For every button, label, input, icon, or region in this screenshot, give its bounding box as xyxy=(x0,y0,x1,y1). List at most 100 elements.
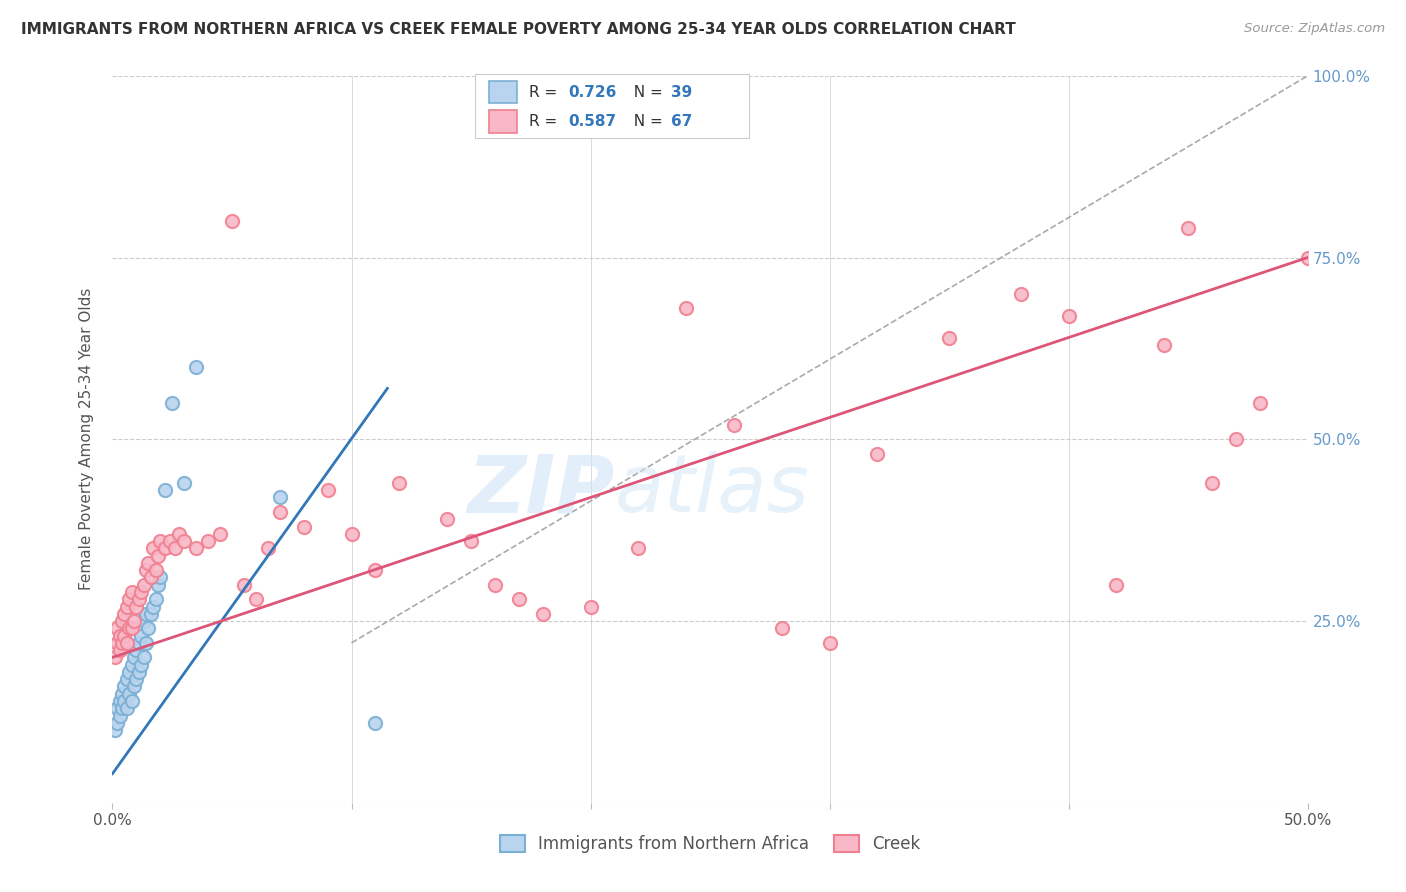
Point xyxy=(125,599,148,614)
Point xyxy=(770,621,793,635)
Text: N =: N = xyxy=(624,85,668,100)
Point xyxy=(128,636,150,650)
Point xyxy=(146,578,169,592)
Point xyxy=(149,534,172,549)
Point xyxy=(121,657,143,672)
Point xyxy=(159,534,181,549)
Text: 67: 67 xyxy=(671,114,692,129)
Point xyxy=(132,650,155,665)
Text: N =: N = xyxy=(624,114,668,129)
Point xyxy=(531,607,554,621)
Point xyxy=(221,214,243,228)
Text: 0.587: 0.587 xyxy=(568,114,616,129)
Point xyxy=(139,570,162,584)
Point xyxy=(132,578,155,592)
Text: 0.726: 0.726 xyxy=(568,85,616,100)
Point xyxy=(135,563,157,577)
Point xyxy=(138,556,160,570)
Point xyxy=(121,621,143,635)
Point xyxy=(508,592,530,607)
Point xyxy=(118,592,141,607)
Point xyxy=(135,607,157,621)
Point xyxy=(1249,396,1271,410)
Point xyxy=(460,534,482,549)
Point xyxy=(128,592,150,607)
Point xyxy=(122,680,145,694)
Point xyxy=(1057,309,1080,323)
Point xyxy=(115,636,138,650)
Point xyxy=(818,636,841,650)
Point xyxy=(114,680,135,694)
Point xyxy=(121,585,143,599)
Point xyxy=(1225,432,1247,446)
Y-axis label: Female Poverty Among 25-34 Year Olds: Female Poverty Among 25-34 Year Olds xyxy=(79,288,94,591)
Point xyxy=(139,607,162,621)
Point xyxy=(1296,251,1319,265)
Point xyxy=(105,715,128,730)
Point xyxy=(675,301,697,316)
Point xyxy=(129,629,152,643)
Point xyxy=(108,643,131,657)
Point xyxy=(233,578,256,592)
Point xyxy=(173,534,195,549)
Point xyxy=(257,541,280,556)
Point xyxy=(269,491,291,505)
Point xyxy=(118,665,141,679)
Legend: Immigrants from Northern Africa, Creek: Immigrants from Northern Africa, Creek xyxy=(494,829,927,860)
Point xyxy=(245,592,267,607)
Point xyxy=(118,687,141,701)
Point xyxy=(114,629,135,643)
Point xyxy=(209,526,232,541)
Point xyxy=(138,621,160,635)
Text: R =: R = xyxy=(529,114,562,129)
Point xyxy=(108,694,131,708)
Point xyxy=(114,694,135,708)
Point xyxy=(149,570,172,584)
Point xyxy=(340,526,363,541)
Point xyxy=(627,541,650,556)
Point xyxy=(316,483,339,498)
Point xyxy=(115,599,138,614)
Point xyxy=(197,534,219,549)
Point xyxy=(153,483,176,498)
Text: ZIP: ZIP xyxy=(467,451,614,529)
Point xyxy=(579,599,602,614)
Point xyxy=(129,657,152,672)
Point xyxy=(111,614,134,628)
Point xyxy=(269,505,291,519)
Text: Source: ZipAtlas.com: Source: ZipAtlas.com xyxy=(1244,22,1385,36)
Point xyxy=(1201,475,1223,490)
Point xyxy=(1010,287,1032,301)
Point xyxy=(105,701,128,715)
Point xyxy=(122,614,145,628)
Point xyxy=(723,417,745,432)
Point xyxy=(484,578,506,592)
Point xyxy=(104,650,127,665)
Point xyxy=(111,636,134,650)
Point xyxy=(388,475,411,490)
Point xyxy=(142,541,165,556)
Point xyxy=(146,549,169,563)
Point xyxy=(128,665,150,679)
Text: R =: R = xyxy=(529,85,562,100)
Point xyxy=(436,512,458,526)
Point xyxy=(105,636,128,650)
Point xyxy=(1177,221,1199,235)
Point xyxy=(145,563,167,577)
Point xyxy=(105,621,128,635)
Point xyxy=(292,519,315,533)
Point xyxy=(364,715,387,730)
Point xyxy=(121,694,143,708)
Point xyxy=(1153,338,1175,352)
Text: IMMIGRANTS FROM NORTHERN AFRICA VS CREEK FEMALE POVERTY AMONG 25-34 YEAR OLDS CO: IMMIGRANTS FROM NORTHERN AFRICA VS CREEK… xyxy=(21,22,1017,37)
Point xyxy=(173,475,195,490)
Point xyxy=(163,541,186,556)
Point xyxy=(114,607,135,621)
Point xyxy=(115,701,138,715)
Point xyxy=(125,672,148,686)
Text: 39: 39 xyxy=(671,85,692,100)
Point xyxy=(135,636,157,650)
Text: atlas: atlas xyxy=(614,451,810,529)
Point xyxy=(115,672,138,686)
Point xyxy=(153,541,176,556)
